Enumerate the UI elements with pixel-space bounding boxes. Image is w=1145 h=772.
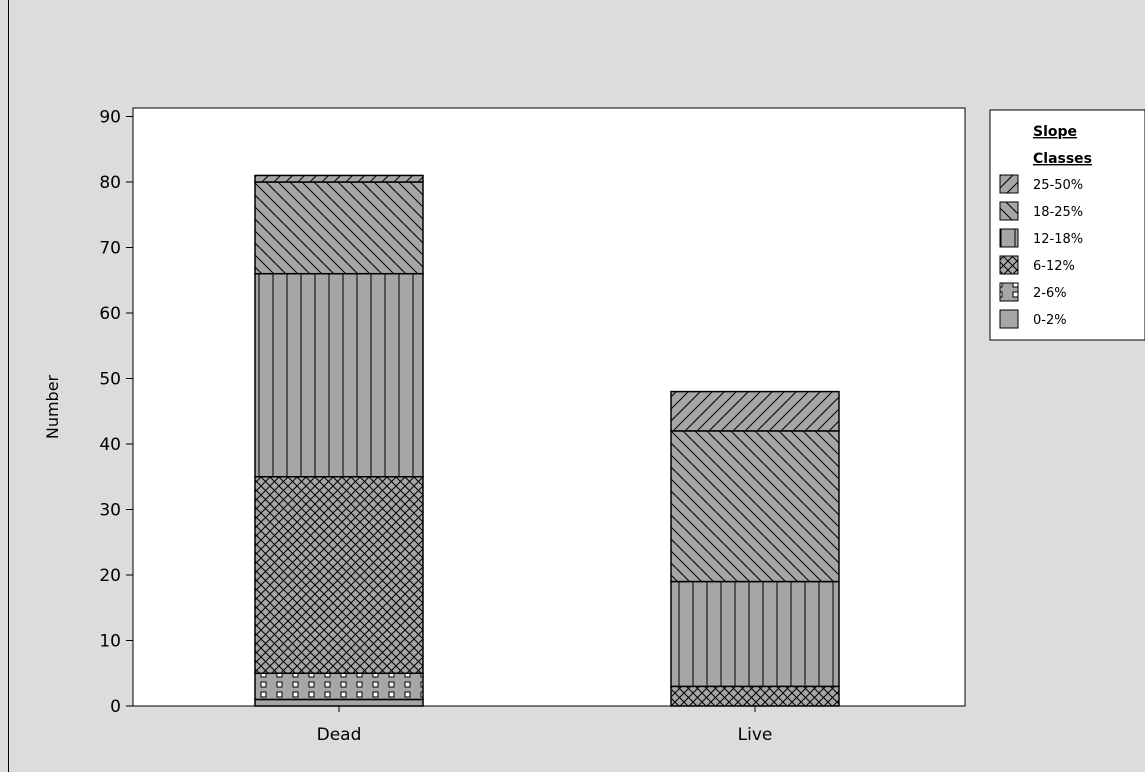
bar-segment-dead-25-50pct <box>254 174 424 183</box>
legend: Slope Classes 25-50% 18-25% 12-18% 6-12% 2-6… <box>989 109 1145 341</box>
bar-segment-dead-12-18pct <box>254 272 424 478</box>
legend-title-line2: Classes <box>1033 151 1092 167</box>
y-tick-label: 50 <box>99 370 121 390</box>
legend-label: 25-50% <box>1033 178 1083 193</box>
legend-swatch <box>999 282 1019 302</box>
y-tick-label: 40 <box>99 435 121 455</box>
legend-label: 12-18% <box>1033 232 1083 247</box>
bar-segment-live-25-50pct <box>670 390 840 432</box>
legend-label: 18-25% <box>1033 205 1083 220</box>
x-tick-label: Live <box>738 725 773 745</box>
y-tick-label: 90 <box>99 108 121 128</box>
y-tick-label: 60 <box>99 304 121 324</box>
legend-swatch <box>999 228 1019 248</box>
legend-swatch <box>999 255 1019 275</box>
legend-label: 2-6% <box>1033 286 1067 301</box>
bar-segment-dead-2-6pct <box>254 672 424 701</box>
y-tick-label: 20 <box>99 566 121 586</box>
y-tick-label: 0 <box>110 697 121 717</box>
bar-segment-dead-6-12pct <box>254 476 424 674</box>
legend-label: 6-12% <box>1033 259 1075 274</box>
bar-segment-live-12-18pct <box>670 580 840 688</box>
y-tick-label: 30 <box>99 501 121 521</box>
y-axis: 0 10 20 30 40 50 60 70 80 90 <box>99 108 133 717</box>
chart-frame <box>8 0 1145 772</box>
bar-segment-dead-18-25pct <box>254 181 424 275</box>
bars-group <box>254 174 840 707</box>
legend-box <box>989 109 1145 341</box>
legend-label: 0-2% <box>1033 313 1067 328</box>
legend-swatch <box>999 201 1019 221</box>
bar-segment-live-18-25pct <box>670 430 840 583</box>
bar-segment-live-6-12pct <box>670 685 840 707</box>
legend-swatch <box>999 309 1019 329</box>
legend-swatch <box>999 174 1019 194</box>
bar-segment-dead-0-2pct <box>254 698 424 707</box>
x-tick-label: Dead <box>317 725 362 745</box>
x-axis: Dead Live <box>317 706 773 745</box>
legend-title-line1: Slope <box>1033 124 1077 140</box>
legend-items: 25-50% 18-25% 12-18% 6-12% 2-6% 0-2% <box>999 174 1083 329</box>
y-axis-title: Number <box>43 374 62 439</box>
y-tick-label: 80 <box>99 173 121 193</box>
y-tick-label: 10 <box>99 632 121 652</box>
y-tick-label: 70 <box>99 239 121 259</box>
